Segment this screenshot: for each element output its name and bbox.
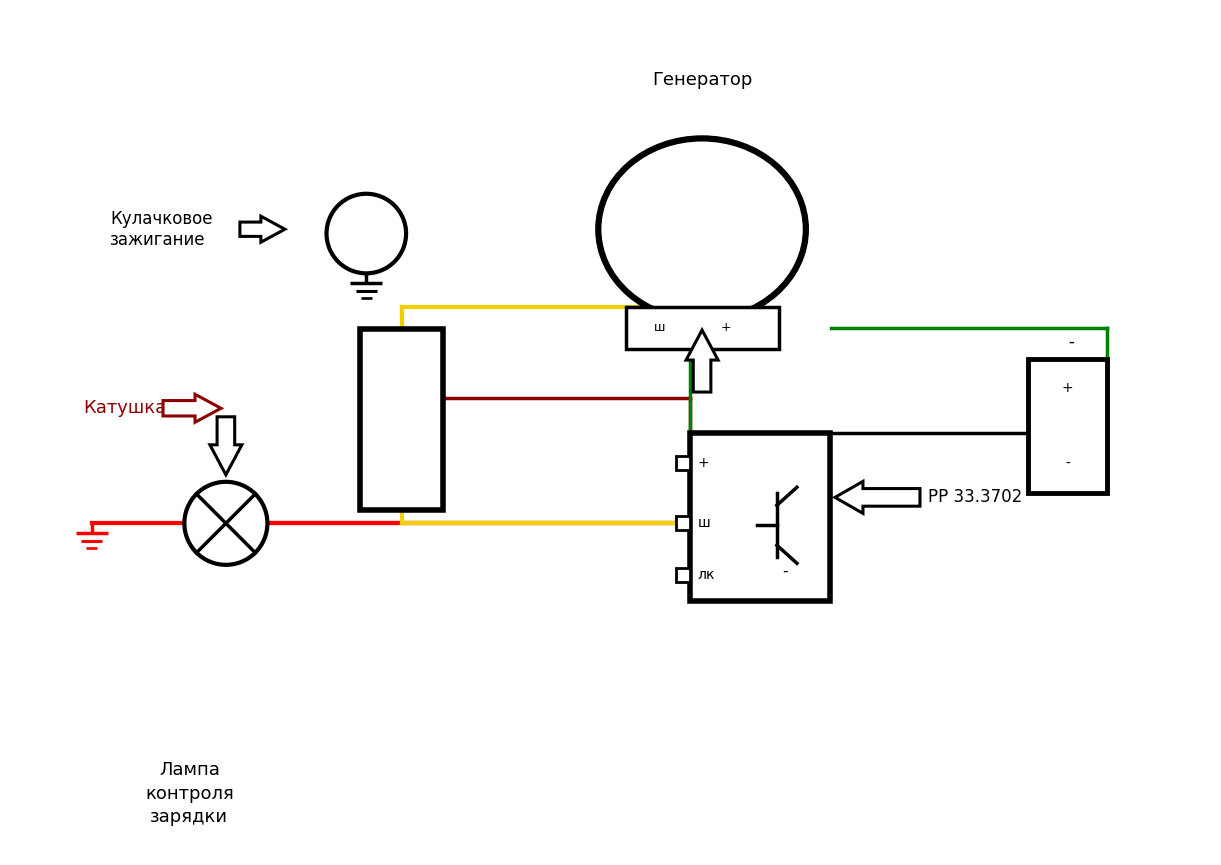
Text: Катушка: Катушка [83, 400, 166, 417]
Text: лк: лк [698, 568, 716, 582]
Text: -: - [783, 563, 788, 579]
Text: +: + [698, 456, 709, 470]
Bar [626, 307, 779, 349]
FancyArrow shape [164, 394, 221, 422]
Text: -: - [1066, 457, 1070, 471]
Circle shape [184, 482, 267, 565]
Text: Лампа
контроля
зарядки: Лампа контроля зарядки [145, 761, 233, 826]
Bar [360, 329, 443, 510]
Bar [1028, 359, 1107, 493]
Text: ш: ш [654, 321, 665, 335]
Circle shape [326, 194, 407, 273]
FancyArrow shape [686, 330, 718, 392]
Text: -: - [1068, 333, 1074, 351]
Ellipse shape [598, 138, 806, 320]
Text: Генератор: Генератор [652, 71, 752, 89]
Bar [676, 456, 690, 470]
Text: +: + [1062, 381, 1073, 395]
Text: +: + [720, 321, 731, 335]
Text: РР 33.3702: РР 33.3702 [928, 489, 1022, 506]
Bar [676, 516, 690, 530]
Text: ш: ш [698, 516, 711, 530]
Text: Кулачковое
зажигание: Кулачковое зажигание [110, 210, 212, 248]
Bar [690, 432, 830, 601]
FancyArrow shape [835, 482, 919, 513]
Bar [676, 568, 690, 582]
FancyArrow shape [239, 216, 284, 242]
FancyArrow shape [210, 417, 242, 475]
